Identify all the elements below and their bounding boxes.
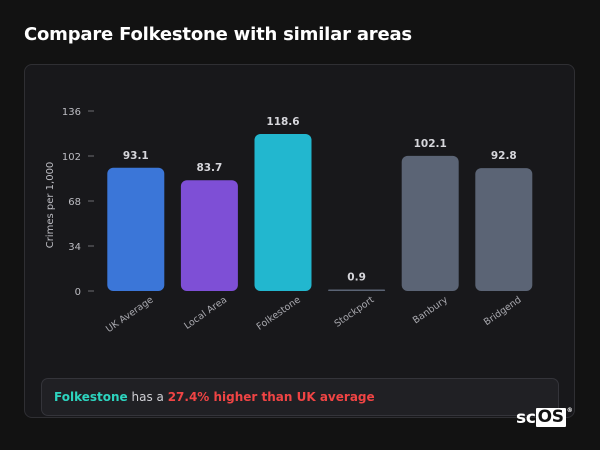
y-tick-label: 68 (68, 197, 81, 208)
bar (475, 168, 533, 291)
y-tick-label: 102 (62, 152, 81, 163)
y-tick-label: 136 (62, 107, 81, 118)
scos-logo: sc OS ® (516, 407, 573, 428)
bar-value-label: 118.6 (266, 116, 299, 128)
chart-card: 0 34 68 102 136 Crimes per 1,000 93.1 UK Averag… (24, 64, 575, 418)
x-tick-label: Banbury (411, 294, 450, 326)
comparison-summary: Folkestone has a 27.4% higher than UK av… (41, 378, 559, 416)
y-axis-title: Crimes per 1,000 (45, 162, 56, 249)
x-tick-label: Bridgend (482, 294, 524, 328)
bar-value-label: 102.1 (414, 138, 447, 150)
registered-mark: ® (566, 407, 573, 414)
summary-difference: 27.4% higher than UK average (167, 390, 375, 404)
logo-text-left: sc (516, 408, 536, 428)
bar (401, 155, 459, 291)
x-tick-label: Stockport (333, 294, 377, 329)
bar-value-label: 0.9 (347, 272, 366, 284)
bar-value-label: 92.8 (491, 150, 517, 162)
summary-text: has a (127, 390, 168, 404)
y-tick-label: 34 (68, 242, 81, 253)
bar (328, 289, 386, 291)
bar-value-label: 93.1 (123, 150, 149, 162)
bar (180, 180, 238, 291)
summary-area-name: Folkestone (54, 390, 128, 404)
page-title: Compare Folkestone with similar areas (24, 24, 412, 45)
x-tick-label: Folkestone (255, 294, 303, 332)
bar (107, 167, 165, 291)
bar-value-label: 83.7 (196, 162, 222, 174)
x-tick-label: UK Average (104, 294, 156, 335)
x-tick-label: Local Area (182, 294, 229, 331)
crime-rate-bar-chart: 0 34 68 102 136 Crimes per 1,000 93.1 UK Averag… (45, 107, 533, 335)
y-tick-label: 0 (75, 287, 81, 298)
logo-text-boxed: OS (535, 407, 566, 427)
bar (254, 134, 312, 291)
